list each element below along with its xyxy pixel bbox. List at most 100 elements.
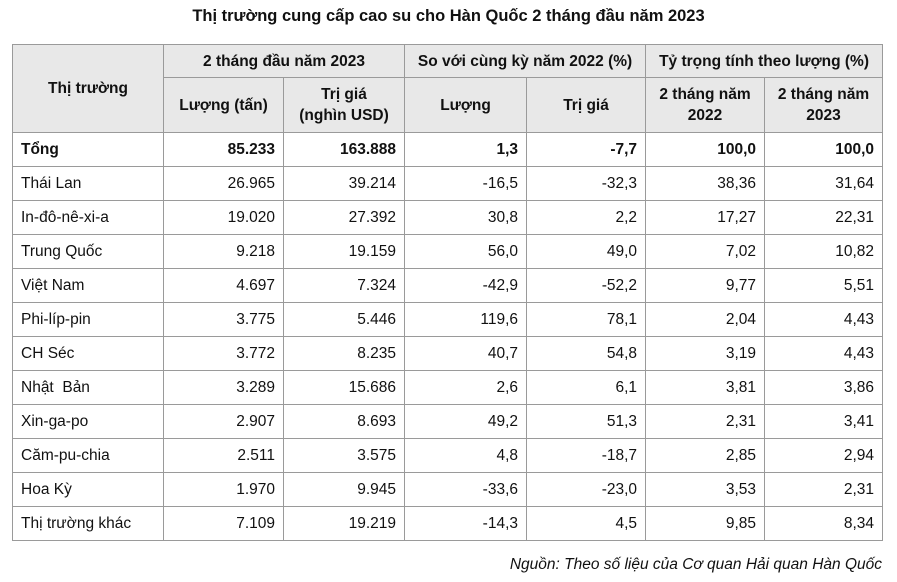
cell-volume: 3.775	[163, 302, 284, 337]
cell-share-2023: 3,41	[764, 404, 884, 439]
cell-market: Tổng	[12, 132, 164, 167]
cell-share-2022: 9,85	[645, 506, 766, 541]
cell-market: Hoa Kỳ	[12, 472, 164, 507]
header-value-line1: Trị giá	[321, 86, 367, 103]
rubber-suppliers-table: Thị trường 2 tháng đầu năm 2023 So với c…	[12, 44, 884, 541]
cell-change-volume: -16,5	[404, 166, 528, 201]
cell-change-volume: 40,7	[404, 336, 528, 371]
cell-market: In-đô-nê-xi-a	[12, 200, 164, 235]
cell-share-2022: 2,04	[645, 302, 766, 337]
cell-market: Trung Quốc	[12, 234, 164, 269]
table-row-total: Tổng 85.233 163.888 1,3 -7,7 100,0 100,0	[12, 132, 884, 167]
cell-change-value: 49,0	[526, 234, 647, 269]
header-row-groups: Thị trường 2 tháng đầu năm 2023 So với c…	[12, 44, 884, 133]
cell-share-2022: 7,02	[645, 234, 766, 269]
cell-change-value: 54,8	[526, 336, 647, 371]
table-row: Việt Nam 4.697 7.324 -42,9 -52,2 9,77 5,…	[12, 268, 884, 303]
cell-share-2022: 100,0	[645, 132, 766, 167]
header-share-2023: 2 tháng năm 2023	[764, 77, 884, 133]
table-row: Trung Quốc 9.218 19.159 56,0 49,0 7,02 1…	[12, 234, 884, 269]
table-title: Thị trường cung cấp cao su cho Hàn Quốc …	[192, 7, 705, 25]
cell-value: 15.686	[282, 370, 406, 405]
cell-share-2023: 5,51	[764, 268, 884, 303]
table-row: CH Séc 3.772 8.235 40,7 54,8 3,19 4,43	[12, 336, 884, 371]
header-value-line2: (nghìn USD)	[299, 107, 389, 124]
cell-share-2022: 3,53	[645, 472, 766, 507]
cell-volume: 3.289	[163, 370, 284, 405]
header-change-volume: Lượng	[404, 77, 528, 133]
cell-market: Phi-líp-pin	[12, 302, 164, 337]
cell-change-value: 4,5	[526, 506, 647, 541]
header-change-value: Trị giá	[526, 77, 647, 133]
table-row: In-đô-nê-xi-a 19.020 27.392 30,8 2,2 17,…	[12, 200, 884, 235]
table-row: Căm-pu-chia 2.511 3.575 4,8 -18,7 2,85 2…	[12, 438, 884, 473]
cell-change-volume: -33,6	[404, 472, 528, 507]
cell-market: Thái Lan	[12, 166, 164, 201]
cell-market: Thị trường khác	[12, 506, 164, 541]
header-market: Thị trường	[12, 44, 164, 133]
cell-share-2023: 4,43	[764, 302, 884, 337]
cell-share-2023: 22,31	[764, 200, 884, 235]
cell-change-value: 51,3	[526, 404, 647, 439]
cell-share-2023: 100,0	[764, 132, 884, 167]
cell-change-value: -23,0	[526, 472, 647, 507]
cell-volume: 9.218	[163, 234, 284, 269]
cell-volume: 7.109	[163, 506, 284, 541]
cell-share-2022: 9,77	[645, 268, 766, 303]
header-share-2022: 2 tháng năm 2022	[645, 77, 766, 133]
cell-change-value: 2,2	[526, 200, 647, 235]
cell-change-volume: 30,8	[404, 200, 528, 235]
cell-change-volume: -14,3	[404, 506, 528, 541]
cell-share-2022: 3,81	[645, 370, 766, 405]
cell-change-volume: 4,8	[404, 438, 528, 473]
cell-volume: 2.907	[163, 404, 284, 439]
cell-market: Xin-ga-po	[12, 404, 164, 439]
table-row: Thái Lan 26.965 39.214 -16,5 -32,3 38,36…	[12, 166, 884, 201]
cell-change-value: -7,7	[526, 132, 647, 167]
cell-change-volume: 1,3	[404, 132, 528, 167]
cell-value: 3.575	[282, 438, 406, 473]
source-note: Nguồn: Theo số liệu của Cơ quan Hải quan…	[509, 556, 882, 573]
cell-change-volume: 49,2	[404, 404, 528, 439]
header-row-columns: Lượng (tấn) Trị giá (nghìn USD) Lượng Tr…	[13, 77, 884, 133]
cell-value: 39.214	[282, 166, 406, 201]
cell-volume: 1.970	[163, 472, 284, 507]
header-share-2023-line1: 2 tháng năm	[777, 86, 870, 103]
cell-share-2022: 38,36	[645, 166, 766, 201]
cell-value: 9.945	[282, 472, 406, 507]
cell-market: Nhật Bản	[12, 370, 164, 405]
cell-volume: 19.020	[163, 200, 284, 235]
header-volume-tons: Lượng (tấn)	[163, 77, 284, 133]
cell-share-2022: 3,19	[645, 336, 766, 371]
header-share-2022-line2: 2022	[687, 107, 723, 124]
header-group-2023: 2 tháng đầu năm 2023	[162, 44, 406, 78]
cell-share-2023: 8,34	[764, 506, 884, 541]
cell-volume: 3.772	[163, 336, 284, 371]
cell-value: 163.888	[282, 132, 406, 167]
cell-change-value: 78,1	[526, 302, 647, 337]
header-share-2022-line1: 2 tháng năm	[659, 86, 751, 103]
cell-volume: 4.697	[163, 268, 284, 303]
cell-change-value: -18,7	[526, 438, 647, 473]
cell-change-volume: -42,9	[404, 268, 528, 303]
cell-market: Căm-pu-chia	[12, 438, 164, 473]
table-row: Hoa Kỳ 1.970 9.945 -33,6 -23,0 3,53 2,31	[12, 472, 884, 507]
cell-market: CH Séc	[12, 336, 164, 371]
table-row: Xin-ga-po 2.907 8.693 49,2 51,3 2,31 3,4…	[12, 404, 884, 439]
cell-change-volume: 56,0	[404, 234, 528, 269]
cell-volume: 26.965	[163, 166, 284, 201]
header-group-share: Tỷ trọng tính theo lượng (%)	[645, 44, 884, 78]
cell-share-2022: 17,27	[645, 200, 766, 235]
cell-volume: 85.233	[163, 132, 284, 167]
cell-share-2022: 2,31	[645, 404, 766, 439]
cell-change-value: -32,3	[526, 166, 647, 201]
cell-share-2023: 2,31	[764, 472, 884, 507]
cell-volume: 2.511	[163, 438, 284, 473]
cell-value: 19.159	[282, 234, 406, 269]
cell-value: 27.392	[282, 200, 406, 235]
header-value-usd: Trị giá (nghìn USD)	[282, 77, 406, 133]
cell-change-value: 6,1	[526, 370, 647, 405]
header-group-change: So với cùng kỳ năm 2022 (%)	[404, 44, 647, 78]
cell-value: 5.446	[282, 302, 406, 337]
cell-value: 8.235	[282, 336, 406, 371]
